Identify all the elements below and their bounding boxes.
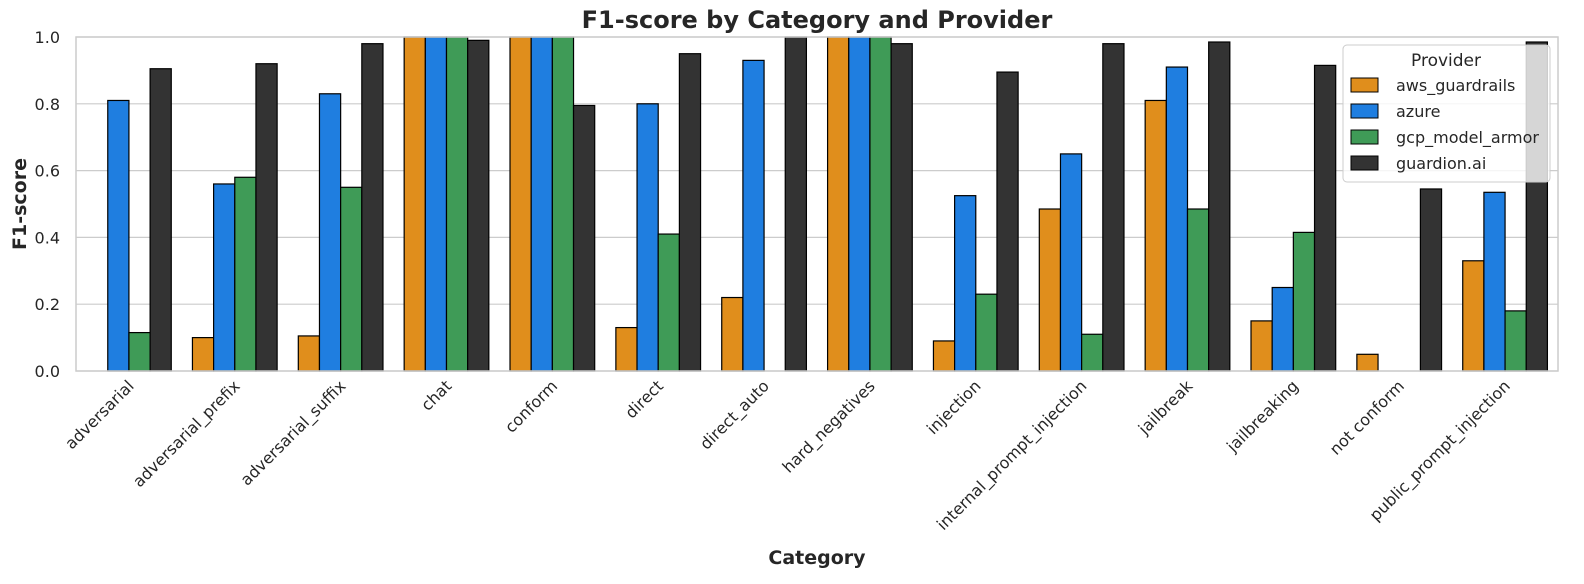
bar-aws-guardrails-conform <box>509 36 532 372</box>
bar-guardion-ai-adversarial-suffix <box>361 43 384 372</box>
bar-azure-hard-negatives <box>848 36 871 372</box>
bar-guardion-ai-direct-auto <box>784 36 808 372</box>
bar-azure-internal-prompt-injection <box>1059 153 1083 372</box>
bar-azure-chat <box>424 36 448 372</box>
bar-guardion-ai-chat <box>467 39 490 372</box>
bar-guardion-ai-jailbreaking <box>1313 64 1337 372</box>
bar-aws-guardrails-not-conform <box>1356 353 1379 372</box>
bar-aws-guardrails-direct-auto <box>721 296 744 372</box>
y-tick-label: 0.2 <box>35 295 60 314</box>
y-tick-label: 0.6 <box>35 162 60 181</box>
bar-azure-jailbreaking <box>1271 286 1294 372</box>
bar-guardion-ai-not-conform <box>1419 188 1443 372</box>
bar-azure-jailbreak <box>1165 66 1189 372</box>
bar-gcp-model-armor-jailbreaking <box>1292 231 1316 372</box>
legend-swatch <box>1350 129 1379 145</box>
bar-gcp-model-armor-adversarial-prefix <box>234 176 257 372</box>
bar-azure-direct-auto <box>742 59 765 372</box>
legend-swatch <box>1350 155 1379 171</box>
y-tick-label: 0.0 <box>35 362 60 381</box>
chart-title: F1-score by Category and Provider <box>582 6 1053 34</box>
bar-azure-adversarial-suffix <box>318 93 342 372</box>
bar-azure-adversarial-prefix <box>213 183 236 372</box>
legend-label: azure <box>1396 102 1440 121</box>
bar-aws-guardrails-injection <box>932 340 956 372</box>
bar-aws-guardrails-adversarial-suffix <box>297 335 321 372</box>
bar-gcp-model-armor-injection <box>975 293 998 372</box>
bar-guardion-ai-adversarial-prefix <box>255 63 278 372</box>
bar-aws-guardrails-adversarial-prefix <box>191 337 215 372</box>
legend-label: gcp_model_armor <box>1396 128 1539 148</box>
y-tick-label: 0.4 <box>35 228 60 247</box>
bar-azure-conform <box>530 36 553 372</box>
bar-aws-guardrails-direct <box>615 326 638 372</box>
legend-swatch <box>1350 77 1379 93</box>
bar-aws-guardrails-jailbreak <box>1144 99 1167 372</box>
bar-azure-public-prompt-injection <box>1483 191 1506 372</box>
bar-gcp-model-armor-internal-prompt-injection <box>1081 333 1104 372</box>
bar-guardion-ai-adversarial <box>149 68 172 372</box>
x-axis-label: Category <box>768 547 866 569</box>
legend-label: guardion.ai <box>1396 154 1486 173</box>
legend-box <box>1342 44 1551 183</box>
legend-label: aws_guardrails <box>1396 76 1515 96</box>
legend-title: Provider <box>1411 51 1481 71</box>
bar-gcp-model-armor-direct <box>657 233 680 372</box>
y-axis-label: F1-score <box>9 158 31 250</box>
bar-aws-guardrails-public-prompt-injection <box>1462 260 1485 372</box>
bar-azure-adversarial <box>107 99 130 372</box>
bar-aws-guardrails-jailbreaking <box>1250 320 1273 372</box>
bar-guardion-ai-injection <box>996 71 1019 372</box>
bar-gcp-model-armor-public-prompt-injection <box>1504 310 1527 372</box>
bar-guardion-ai-hard-negatives <box>890 43 913 372</box>
bar-guardion-ai-conform <box>572 104 596 372</box>
bar-gcp-model-armor-chat <box>445 36 469 372</box>
bar-gcp-model-armor-adversarial-suffix <box>340 186 363 372</box>
y-tick-label: 0.8 <box>35 95 60 114</box>
bar-aws-guardrails-hard-negatives <box>826 36 850 372</box>
y-ticks: 0.0 0.2 0.4 0.6 0.8 1.0 <box>35 28 60 381</box>
bar-guardion-ai-internal-prompt-injection <box>1102 43 1125 372</box>
bar-guardion-ai-jailbreak <box>1208 41 1231 372</box>
bar-aws-guardrails-internal-prompt-injection <box>1038 208 1062 372</box>
bar-guardion-ai-direct <box>678 53 702 372</box>
bar-azure-injection <box>954 195 977 372</box>
bar-gcp-model-armor-adversarial <box>128 331 151 372</box>
plot-frame <box>75 36 1559 372</box>
y-tick-label: 1.0 <box>35 28 60 47</box>
bar-aws-guardrails-chat <box>403 36 426 372</box>
bar-gcp-model-armor-conform <box>551 36 575 372</box>
bar-azure-direct <box>636 103 659 372</box>
legend-swatch <box>1350 103 1379 119</box>
bar-gcp-model-armor-hard-negatives <box>869 36 892 372</box>
bar-gcp-model-armor-jailbreak <box>1186 208 1210 372</box>
